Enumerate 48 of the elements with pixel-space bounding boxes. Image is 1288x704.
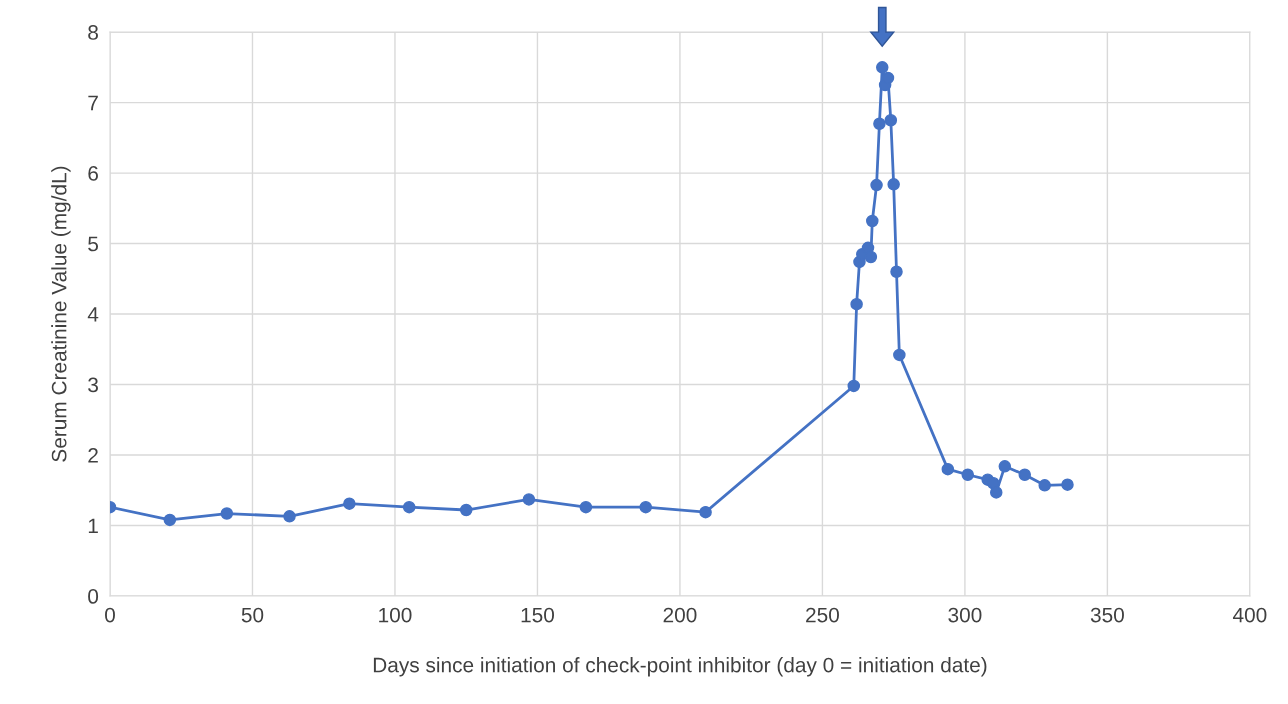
point — [402, 500, 416, 514]
x-tick-label: 100 — [379, 607, 412, 623]
point — [1018, 468, 1031, 482]
y-tick-label: 4 — [87, 307, 99, 322]
x-tick-label: 250 — [806, 607, 839, 623]
point — [1061, 478, 1074, 491]
point — [639, 500, 652, 514]
point — [866, 214, 879, 228]
point — [522, 493, 536, 506]
x-tick-label: 50 — [241, 607, 264, 623]
y-axis-title: Serum Creatinine Value (mg/dL) — [51, 166, 71, 462]
y-tick-label: 5 — [88, 236, 99, 252]
point — [864, 250, 878, 264]
y-tick-label: 0 — [88, 589, 99, 604]
point — [887, 178, 900, 191]
point — [998, 460, 1012, 473]
point — [893, 348, 906, 362]
point — [579, 500, 593, 514]
point — [990, 486, 1003, 499]
point — [220, 507, 234, 520]
point — [870, 178, 883, 192]
x-tick-label: 350 — [1090, 607, 1124, 623]
x-tick-label: 200 — [663, 607, 697, 623]
point — [890, 265, 903, 279]
y-tick-label: 8 — [88, 25, 98, 40]
x-axis-title: Days since initiation of check-point inhibitor (day 0 = initiation date) — [373, 657, 987, 677]
point — [163, 513, 177, 527]
point — [876, 61, 889, 74]
x-tick-label: 0 — [105, 607, 115, 623]
point — [961, 468, 975, 482]
point — [873, 117, 886, 130]
x-tick-label: 400 — [1232, 607, 1267, 623]
point — [941, 462, 955, 476]
point — [884, 113, 898, 127]
point — [699, 505, 712, 519]
point — [850, 297, 863, 311]
y-tick-label: 2 — [88, 448, 98, 463]
y-tick-label: 1 — [88, 518, 98, 534]
point — [459, 503, 473, 517]
y-tick-label: 7 — [88, 95, 98, 111]
point — [847, 379, 861, 393]
y-tick-label: 3 — [88, 377, 98, 393]
point — [343, 497, 356, 510]
x-tick-label: 300 — [948, 607, 982, 623]
point — [1038, 479, 1051, 492]
x-tick-label: 150 — [521, 607, 555, 623]
point — [283, 510, 296, 523]
y-tick-label: 6 — [88, 166, 98, 181]
